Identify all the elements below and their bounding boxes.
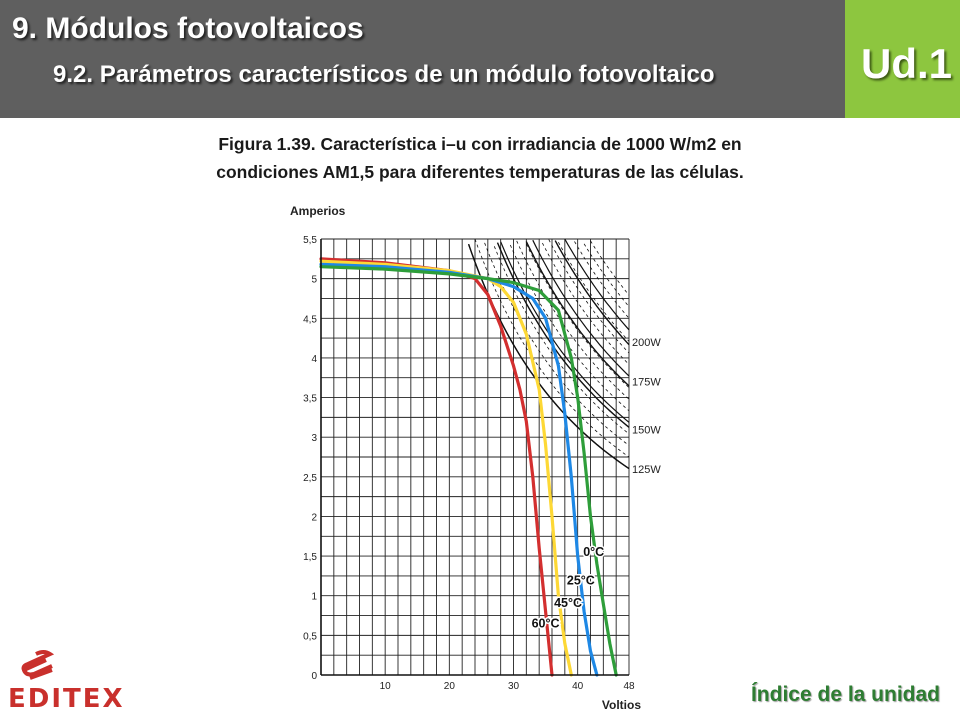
chart-labels: 60°C 45°C 25°C 0°C 0 0,5 1 1,5 2 2,5 3 3,5 4 4,5 5 5,5 1… (290, 204, 661, 712)
y-tick-label: 0 (311, 671, 317, 682)
y-axis-title: Amperios (290, 204, 346, 218)
y-tick-label: 2,5 (303, 473, 317, 484)
series-label: 0°C (583, 545, 604, 559)
y-tick-label: 1,5 (303, 552, 317, 563)
y-tick-label: 3 (311, 433, 317, 444)
editex-logo-icon (21, 650, 55, 680)
series-line-0c (319, 265, 618, 677)
power-curve (558, 242, 630, 342)
power-label: 175W (632, 377, 661, 389)
x-tick-label: 48 (623, 681, 635, 692)
unit-badge: Ud.1 (845, 0, 960, 118)
x-tick-label: 20 (444, 681, 456, 692)
power-curve (516, 240, 630, 400)
series-label: 45°C (554, 596, 582, 610)
power-curve (590, 240, 630, 296)
page-title: 9. Módulos fotovoltaicos (12, 12, 364, 45)
y-tick-label: 4,5 (303, 314, 317, 325)
chart-axes (320, 239, 629, 676)
series-line-45c (319, 259, 573, 677)
x-axis-title: Voltios (602, 698, 641, 712)
unit-index-link[interactable]: Índice de la unidad (750, 683, 940, 706)
series-line-25c (319, 262, 599, 677)
chart-series (319, 257, 618, 677)
caption-line-1: Figura 1.39. Característica i–u con irra… (218, 134, 742, 154)
power-label: 125W (632, 464, 661, 476)
series-label: 25°C (567, 574, 595, 588)
power-curve (474, 238, 630, 458)
y-tick-label: 0,5 (303, 631, 317, 642)
power-curve (500, 241, 630, 423)
power-curve (583, 243, 630, 307)
power-label: 200W (632, 337, 661, 349)
y-tick-label: 1 (311, 592, 317, 603)
power-curve (532, 239, 630, 377)
header-bar: 9. Módulos fotovoltaicos 9.2. Parámetros… (0, 0, 845, 118)
y-tick-label: 5 (311, 275, 317, 286)
caption-line-2: condiciones AM1,5 para diferentes temper… (216, 162, 744, 182)
power-curve (574, 241, 630, 319)
y-tick-label: 4 (311, 354, 317, 365)
y-tick-label: 3,5 (303, 394, 317, 405)
power-curve (509, 244, 630, 412)
editex-logo-text: EDITEX (8, 684, 125, 714)
power-curve (542, 242, 630, 365)
y-tick-label: 2 (311, 512, 317, 523)
iv-curve-chart: 60°C 45°C 25°C 0°C 0 0,5 1 1,5 2 2,5 3 3,5 4 4,5 5 5,5 1… (290, 204, 661, 712)
editex-logo: EDITEX (8, 648, 133, 714)
unit-label: Ud.1 (860, 40, 952, 87)
power-label: 150W (632, 424, 661, 436)
figure-caption: Figura 1.39. Característica i–u con irra… (120, 130, 840, 186)
x-tick-label: 40 (572, 681, 584, 692)
power-hatch-band (467, 238, 630, 470)
power-curve (525, 243, 630, 388)
y-tick-label: 5,5 (303, 235, 317, 246)
page-subtitle: 9.2. Parámetros característicos de un mó… (53, 61, 715, 88)
x-tick-label: 10 (380, 681, 392, 692)
power-curve (493, 246, 630, 435)
power-curve-main (525, 241, 630, 387)
power-curve-main (554, 240, 630, 346)
x-tick-label: 30 (508, 681, 520, 692)
series-label: 60°C (532, 616, 560, 630)
power-curve (564, 238, 630, 331)
